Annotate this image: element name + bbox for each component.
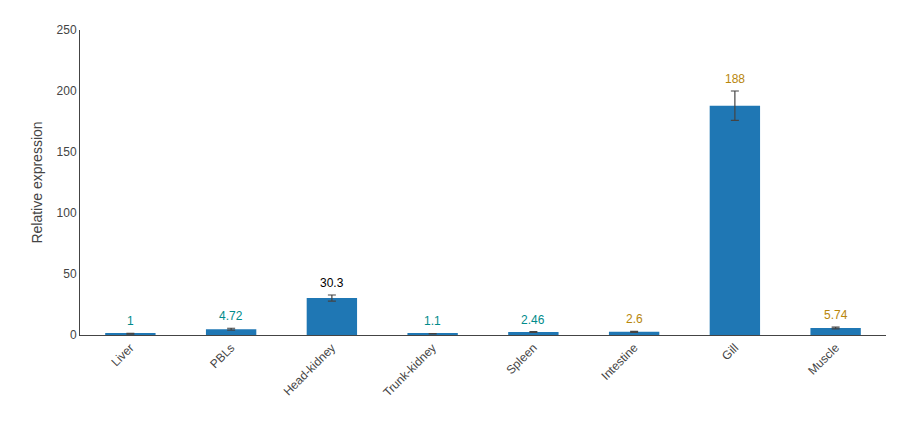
svg-text:1.1: 1.1 <box>424 314 441 328</box>
svg-text:2.46: 2.46 <box>521 313 545 327</box>
svg-text:100: 100 <box>57 206 77 220</box>
svg-text:Head-kidney: Head-kidney <box>281 341 339 399</box>
svg-text:5.74: 5.74 <box>824 308 848 322</box>
svg-text:Spleen: Spleen <box>503 341 539 377</box>
svg-text:Liver: Liver <box>108 341 136 369</box>
svg-text:Intestine: Intestine <box>599 341 641 383</box>
svg-text:30.3: 30.3 <box>320 276 344 290</box>
svg-text:4.72: 4.72 <box>219 309 243 323</box>
svg-text:1: 1 <box>127 314 134 328</box>
svg-text:50: 50 <box>63 267 77 281</box>
svg-text:200: 200 <box>57 84 77 98</box>
svg-text:0: 0 <box>70 328 77 342</box>
svg-text:250: 250 <box>57 23 77 37</box>
svg-text:2.6: 2.6 <box>626 312 643 326</box>
svg-text:Relative expression: Relative expression <box>29 121 45 243</box>
svg-text:188: 188 <box>725 72 745 86</box>
svg-text:150: 150 <box>57 145 77 159</box>
svg-text:Trunk-kidney: Trunk-kidney <box>380 341 439 400</box>
svg-text:PBLs: PBLs <box>207 341 237 371</box>
svg-text:Gill: Gill <box>719 341 741 363</box>
svg-text:Muscle: Muscle <box>805 341 842 378</box>
